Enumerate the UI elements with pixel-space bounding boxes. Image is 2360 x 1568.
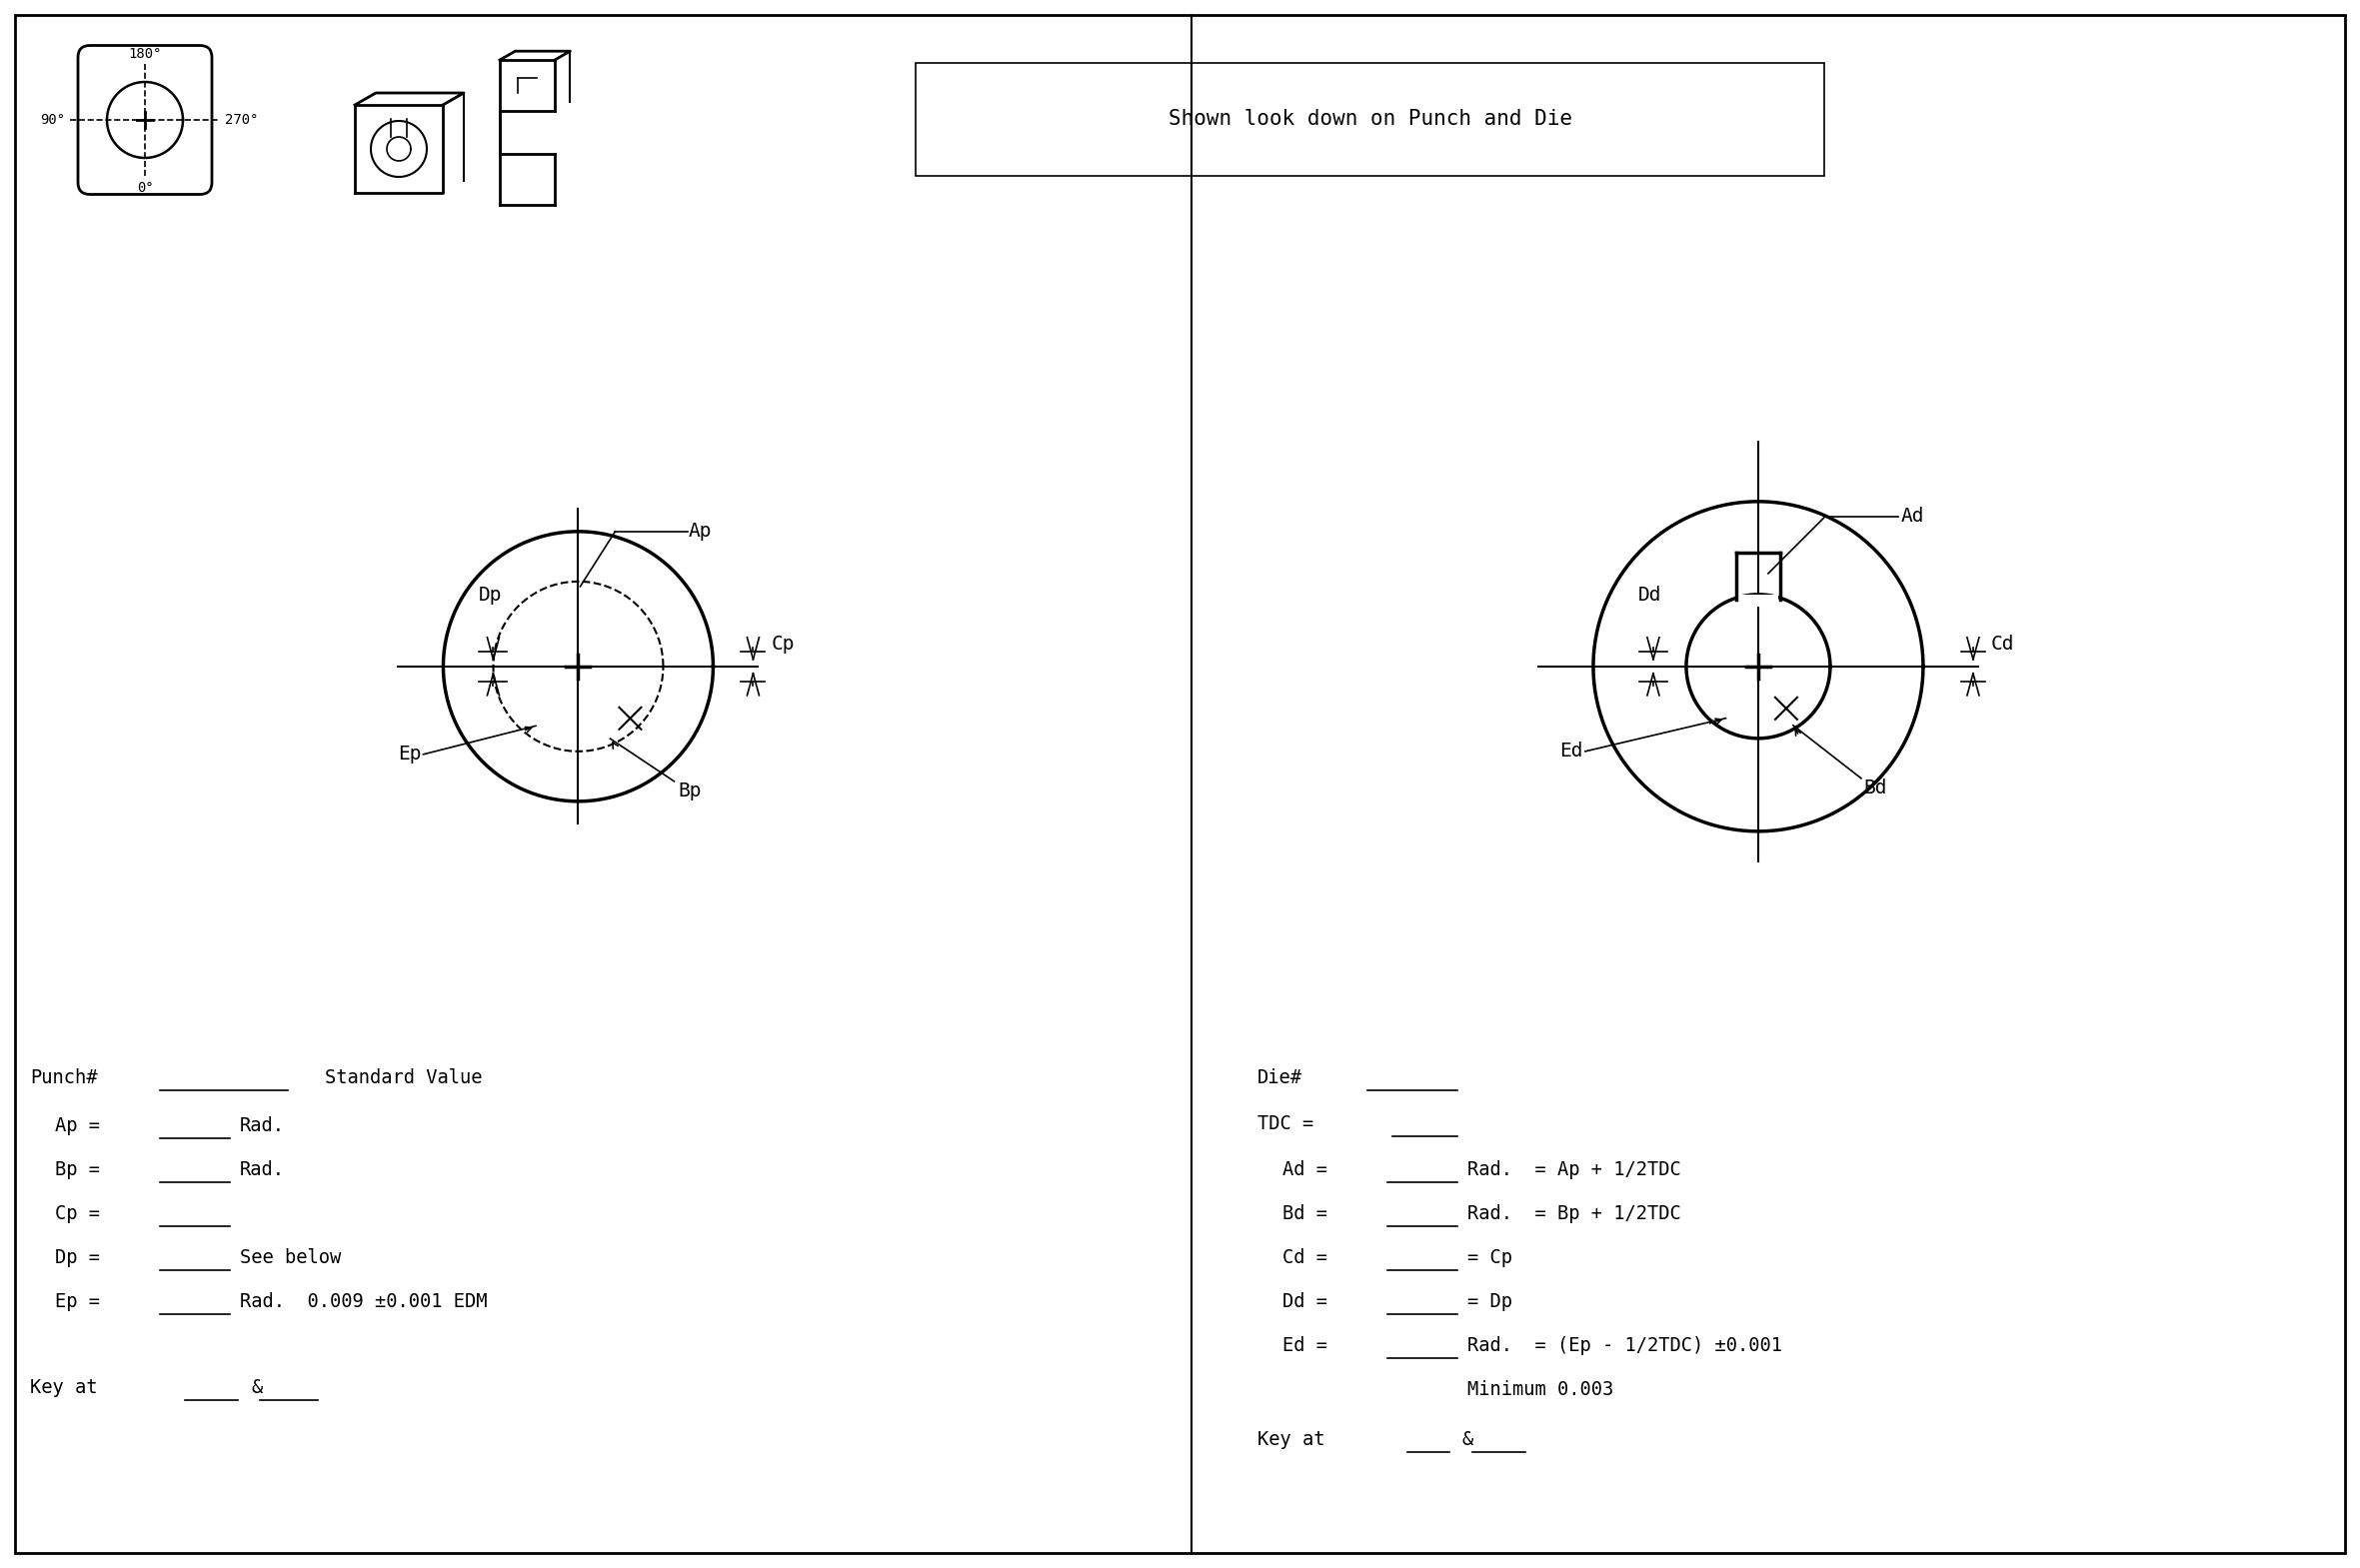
Text: Key at: Key at [1258, 1430, 1324, 1449]
Text: Ad =: Ad = [1281, 1160, 1326, 1179]
Text: Ed =: Ed = [1281, 1336, 1326, 1356]
Text: Ed: Ed [1560, 742, 1584, 760]
Text: = Dp: = Dp [1468, 1292, 1513, 1312]
Text: Minimum 0.003: Minimum 0.003 [1468, 1380, 1614, 1400]
Text: Bp =: Bp = [54, 1160, 99, 1179]
Text: Bd: Bd [1862, 778, 1886, 797]
Bar [1739, 594, 1777, 607]
Text: 180°: 180° [127, 47, 163, 61]
Text: Ap: Ap [689, 522, 713, 541]
Text: Key at: Key at [31, 1378, 97, 1397]
Text: Rad.  = Ap + 1/2TDC: Rad. = Ap + 1/2TDC [1468, 1160, 1680, 1179]
Text: Rad.  0.009 ±0.001 EDM: Rad. 0.009 ±0.001 EDM [241, 1292, 486, 1312]
Text: 90°: 90° [40, 113, 66, 127]
Text: See below: See below [241, 1248, 342, 1267]
Text: &: & [253, 1378, 262, 1397]
Text: = Cp: = Cp [1468, 1248, 1513, 1267]
Text: Dd =: Dd = [1281, 1292, 1326, 1312]
Text: Standard Value: Standard Value [326, 1069, 481, 1088]
FancyBboxPatch shape [78, 45, 212, 194]
Text: Rad.: Rad. [241, 1116, 286, 1135]
Text: 0°: 0° [137, 182, 153, 196]
Text: Die#: Die# [1258, 1069, 1303, 1088]
Text: Dp =: Dp = [54, 1248, 99, 1267]
Text: Cp: Cp [772, 635, 795, 654]
Text: Cd =: Cd = [1281, 1248, 1326, 1267]
Text: Bp: Bp [677, 781, 701, 800]
Text: Ep =: Ep = [54, 1292, 99, 1312]
Text: Dp: Dp [479, 585, 503, 604]
Text: Rad.: Rad. [241, 1160, 286, 1179]
Text: Ad: Ad [1902, 506, 1926, 525]
Text: Rad.  = (Ep - 1/2TDC) ±0.001: Rad. = (Ep - 1/2TDC) ±0.001 [1468, 1336, 1782, 1356]
Text: Rad.  = Bp + 1/2TDC: Rad. = Bp + 1/2TDC [1468, 1204, 1680, 1223]
Text: Punch#: Punch# [31, 1069, 97, 1088]
Text: Ep: Ep [399, 745, 422, 764]
Bar [916, 63, 1824, 176]
Text: Ap =: Ap = [54, 1116, 99, 1135]
Text: Bd =: Bd = [1281, 1204, 1326, 1223]
Text: Dd: Dd [1638, 585, 1661, 604]
Text: Shown look down on Punch and Die: Shown look down on Punch and Die [1168, 110, 1572, 129]
Text: Cp =: Cp = [54, 1204, 99, 1223]
Text: TDC =: TDC = [1258, 1115, 1315, 1134]
Text: &: & [1463, 1430, 1473, 1449]
Text: 270°: 270° [224, 113, 257, 127]
Text: Cd: Cd [1992, 635, 2015, 654]
